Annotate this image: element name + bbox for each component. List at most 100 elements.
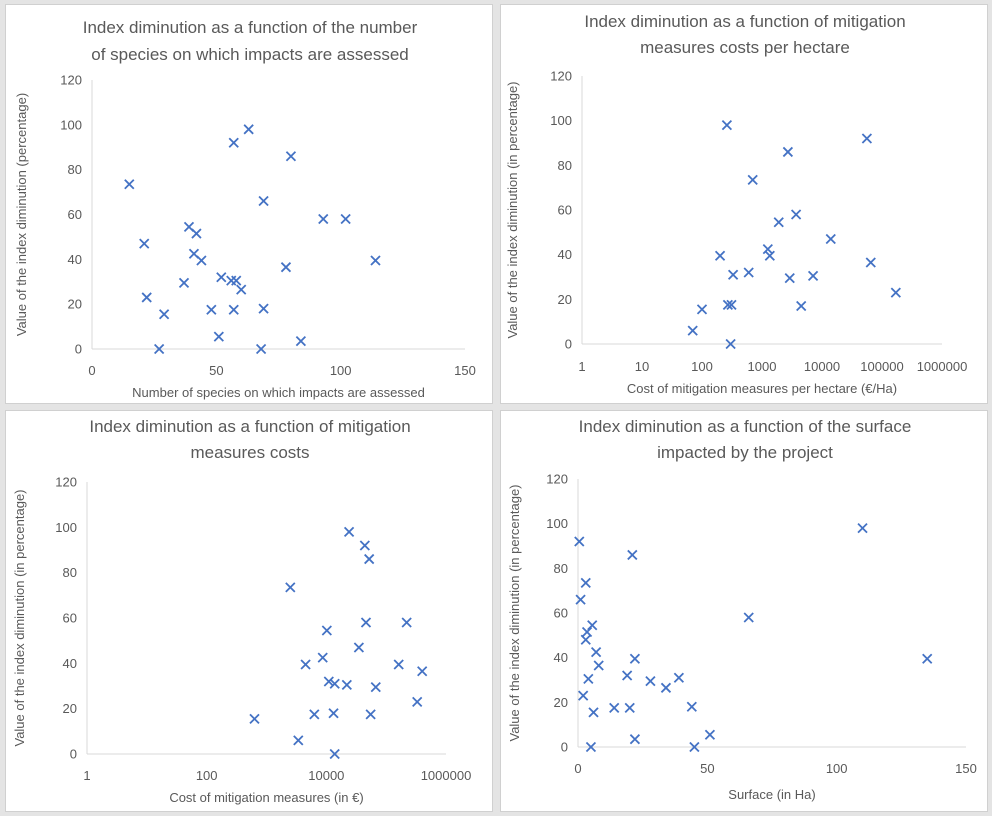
data-point xyxy=(318,213,329,225)
data-point xyxy=(401,617,412,628)
data-point xyxy=(609,702,620,714)
chart-title-line-2: of species on which impacts are assessed xyxy=(91,45,409,64)
data-point xyxy=(585,741,597,753)
chart-title-line-2: measures costs per hectare xyxy=(640,38,850,57)
data-point xyxy=(412,696,423,708)
data-point xyxy=(329,748,340,760)
data-point xyxy=(285,582,296,593)
data-point xyxy=(317,652,328,663)
data-point xyxy=(587,620,598,631)
data-point xyxy=(686,701,697,712)
data-point xyxy=(158,309,170,320)
data-point xyxy=(890,287,901,298)
data-point xyxy=(124,179,135,190)
x-tick-label: 100 xyxy=(826,761,848,776)
x-tick-label: 100 xyxy=(196,768,218,783)
y-tick-label: 0 xyxy=(565,337,572,352)
x-tick-label: 10000 xyxy=(804,359,840,374)
chart-title-line-1: Index diminution as a function of the nu… xyxy=(83,18,418,37)
data-point xyxy=(300,659,311,670)
data-point xyxy=(178,277,190,289)
y-tick-label: 80 xyxy=(68,162,82,177)
data-point xyxy=(689,741,700,753)
data-point xyxy=(231,275,242,286)
y-tick-label: 100 xyxy=(546,516,568,531)
data-point xyxy=(216,272,227,283)
data-point xyxy=(796,300,807,312)
data-point xyxy=(696,304,708,315)
data-point xyxy=(790,209,802,220)
chart-panel-species: Index diminution as a function of the nu… xyxy=(5,4,493,404)
data-point xyxy=(629,734,641,745)
x-tick-label: 1000000 xyxy=(421,768,472,783)
x-tick-label: 1 xyxy=(578,359,585,374)
x-axis-label: Number of species on which impacts are a… xyxy=(132,385,425,400)
y-tick-label: 60 xyxy=(63,611,77,626)
data-point xyxy=(865,257,876,268)
y-tick-label: 40 xyxy=(63,656,77,671)
y-tick-label: 60 xyxy=(68,207,82,222)
y-tick-label: 80 xyxy=(558,158,572,173)
x-axis-label: Surface (in Ha) xyxy=(728,787,815,802)
data-point xyxy=(714,250,726,261)
x-tick-label: 1000 xyxy=(748,359,777,374)
chart-title-line-1: Index diminution as a function of the su… xyxy=(579,417,912,436)
x-axis-label: Cost of mitigation measures (in €) xyxy=(169,790,363,805)
data-point xyxy=(243,124,254,135)
data-point xyxy=(861,133,873,144)
x-tick-label: 150 xyxy=(955,761,977,776)
y-tick-label: 0 xyxy=(75,342,82,357)
y-tick-label: 20 xyxy=(558,292,572,307)
data-point xyxy=(341,679,352,691)
x-tick-label: 0 xyxy=(574,761,581,776)
data-point xyxy=(323,676,334,687)
y-tick-label: 120 xyxy=(60,73,82,88)
data-point xyxy=(629,653,641,664)
data-point xyxy=(773,217,784,228)
data-point xyxy=(574,536,585,547)
data-point xyxy=(258,195,269,207)
data-point xyxy=(417,666,428,677)
data-point xyxy=(228,304,239,315)
x-tick-label: 50 xyxy=(209,363,223,378)
data-point xyxy=(360,617,372,628)
x-axis-label: Cost of mitigation measures per hectare … xyxy=(627,381,897,396)
data-point xyxy=(228,137,239,148)
data-point xyxy=(293,735,304,746)
data-point xyxy=(340,213,351,225)
y-axis-label: Value of the index diminution (in percen… xyxy=(507,484,522,741)
y-tick-label: 0 xyxy=(70,747,77,762)
data-point xyxy=(321,625,332,636)
y-tick-label: 0 xyxy=(561,740,568,755)
data-point xyxy=(226,275,237,286)
chart-title-line-1: Index diminution as a function of mitiga… xyxy=(89,417,410,436)
y-axis-label: Value of the index diminution (in percen… xyxy=(505,81,520,338)
data-point xyxy=(583,673,594,685)
x-tick-label: 150 xyxy=(454,363,476,378)
y-tick-label: 100 xyxy=(60,117,82,132)
data-point xyxy=(782,146,794,158)
data-point xyxy=(258,303,269,314)
scatter-chart-surface: Index diminution as a function of the su… xyxy=(507,417,977,802)
data-point xyxy=(580,634,591,645)
data-point xyxy=(622,670,633,681)
data-point xyxy=(578,690,589,701)
data-point xyxy=(687,325,698,336)
data-point xyxy=(191,228,202,239)
data-point xyxy=(249,713,260,725)
x-tick-label: 1000000 xyxy=(917,359,968,374)
data-point xyxy=(575,594,586,605)
data-point xyxy=(370,681,381,693)
y-tick-label: 100 xyxy=(550,113,572,128)
data-point xyxy=(922,653,933,664)
data-point xyxy=(364,553,375,565)
data-point xyxy=(743,267,754,278)
data-point xyxy=(784,272,795,284)
data-point xyxy=(295,336,307,347)
data-point xyxy=(722,299,734,311)
data-point xyxy=(721,119,733,131)
data-point xyxy=(196,255,207,266)
data-point xyxy=(764,250,775,261)
data-point xyxy=(353,642,365,653)
scatter-chart-cost-per-hectare: Index diminution as a function of mitiga… xyxy=(505,12,968,396)
